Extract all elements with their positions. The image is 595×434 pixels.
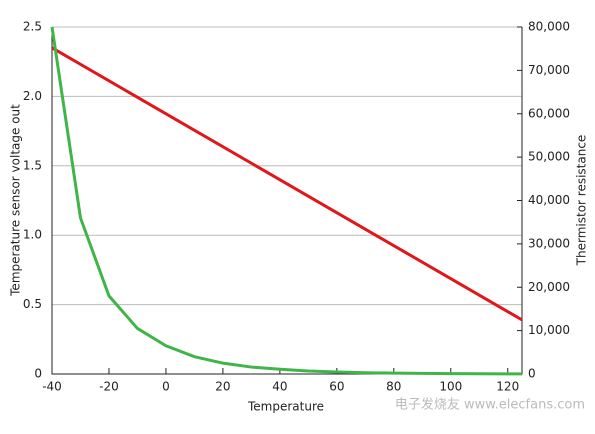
y2-tick-label: 70,000 — [528, 63, 570, 77]
series-line — [50, 26, 523, 376]
y2-tick-label: 10,000 — [528, 323, 570, 337]
x-tick-label: 100 — [439, 380, 462, 394]
watermark: 电子发烧友 www.elecfans.com — [395, 397, 585, 413]
y-tick-label: 2.0 — [23, 89, 42, 103]
x-tick-label: -20 — [99, 380, 119, 394]
y-tick-label: 2.5 — [23, 20, 42, 34]
y2-axis-label: Thermistor resistance — [575, 135, 589, 267]
y2-tick-label: 30,000 — [528, 236, 570, 250]
x-axis-label: Temperature — [247, 400, 324, 414]
x-tick-label: 80 — [386, 380, 401, 394]
x-tick-label: -40 — [42, 380, 62, 394]
axes — [51, 27, 523, 375]
x-tick-label: 20 — [215, 380, 230, 394]
y2-tick-label: 50,000 — [528, 150, 570, 164]
y2-tick-label: 60,000 — [528, 106, 570, 120]
x-tick-label: 60 — [329, 380, 344, 394]
series-line — [51, 46, 523, 322]
x-tick-label: 120 — [496, 380, 519, 394]
y-axis-label: Temperature sensor voltage out — [9, 104, 23, 297]
x-tick-label: 40 — [272, 380, 287, 394]
x-tick-label: 0 — [162, 380, 170, 394]
y-tick-label: 1.5 — [23, 158, 42, 172]
y-tick-label: 0 — [34, 367, 42, 381]
y2-tick-label: 80,000 — [528, 20, 570, 34]
y2-tick-label: 40,000 — [528, 193, 570, 207]
y-tick-label: 0.5 — [23, 297, 42, 311]
y2-tick-label: 20,000 — [528, 280, 570, 294]
y-tick-label: 1.0 — [23, 228, 42, 242]
y2-tick-label: 0 — [528, 367, 536, 381]
